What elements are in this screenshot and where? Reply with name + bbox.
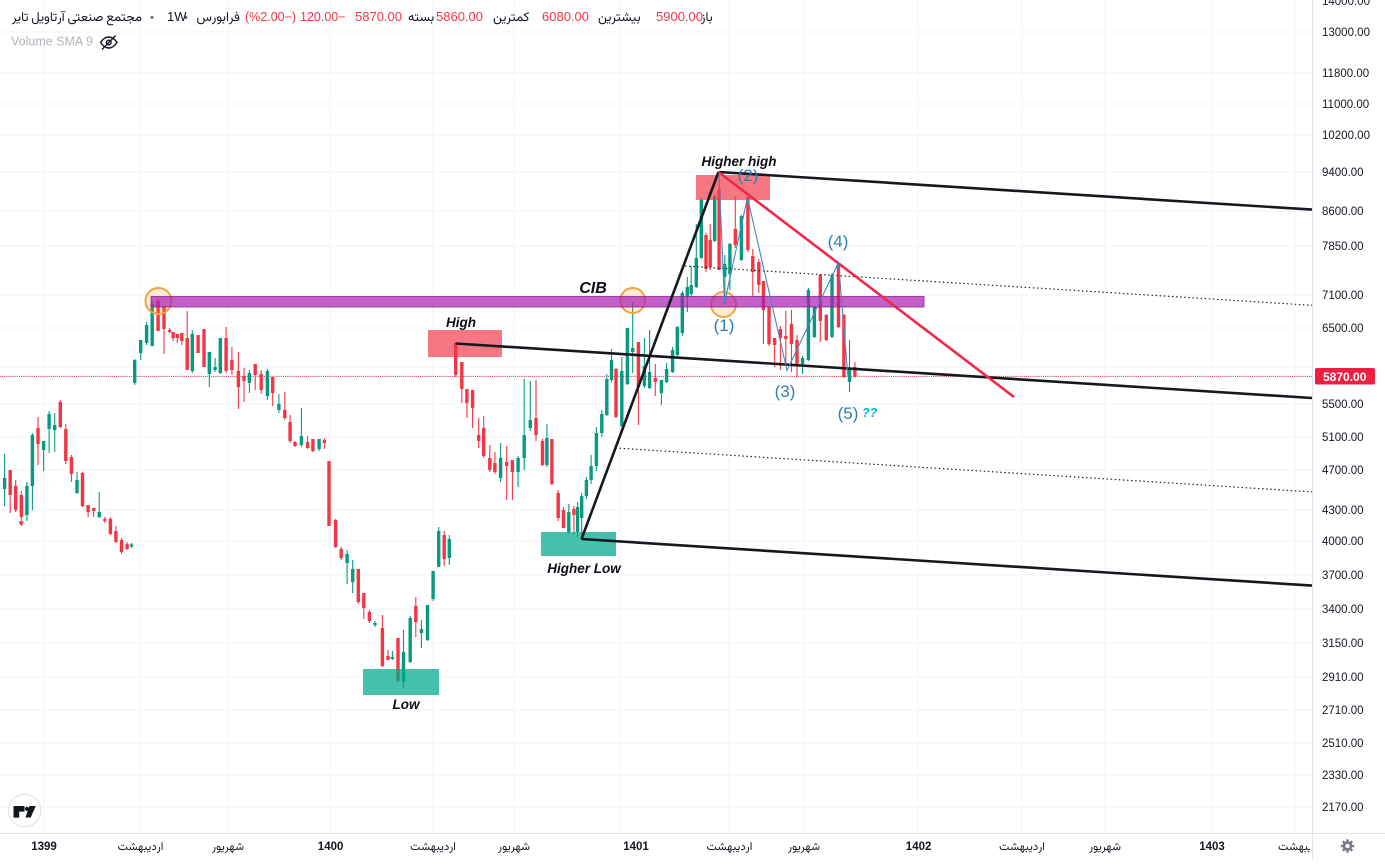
svg-text:2910.00: 2910.00 (1322, 672, 1364, 684)
svg-text:1403: 1403 (1199, 841, 1225, 853)
svg-text:2170.00: 2170.00 (1322, 802, 1364, 814)
svg-text:CIB: CIB (579, 280, 607, 297)
svg-text:Higher high: Higher high (702, 154, 777, 169)
svg-text:7100.00: 7100.00 (1322, 290, 1364, 302)
svg-text:5500.00: 5500.00 (1322, 399, 1364, 411)
svg-text:Low: Low (393, 697, 421, 712)
svg-text:1401: 1401 (623, 841, 649, 853)
svg-text:(4): (4) (828, 232, 849, 251)
svg-text:1W: 1W (167, 9, 187, 24)
svg-text:4300.00: 4300.00 (1322, 505, 1364, 517)
svg-text:3150.00: 3150.00 (1322, 638, 1364, 650)
svg-text:7850.00: 7850.00 (1322, 241, 1364, 253)
svg-text:11000.00: 11000.00 (1322, 99, 1369, 111)
svg-text:5100.00: 5100.00 (1322, 432, 1364, 444)
svg-text:8600.00: 8600.00 (1322, 206, 1364, 218)
svg-text:9400.00: 9400.00 (1322, 167, 1364, 179)
svg-text:5900.00: 5900.00 (656, 9, 703, 24)
svg-text:(5): (5) (838, 404, 859, 423)
svg-text:High: High (446, 315, 476, 330)
svg-text:5860.00: 5860.00 (436, 9, 483, 24)
svg-text:120.00−: 120.00− (300, 10, 346, 24)
svg-text:14000.00: 14000.00 (1322, 0, 1370, 8)
svg-text:5870.00: 5870.00 (355, 9, 402, 24)
svg-text:(3): (3) (775, 382, 796, 401)
svg-text:10200.00: 10200.00 (1322, 130, 1370, 142)
svg-text:(2): (2) (738, 166, 759, 185)
svg-text:13000.00: 13000.00 (1322, 27, 1370, 39)
svg-text:6080.00: 6080.00 (542, 9, 589, 24)
svg-text:Volume SMA 9: Volume SMA 9 (11, 35, 93, 49)
svg-text:4700.00: 4700.00 (1322, 465, 1364, 477)
svg-text:??: ?? (862, 406, 878, 420)
svg-text:Higher Low: Higher Low (547, 561, 622, 576)
svg-text:(%2.00−): (%2.00−) (245, 10, 296, 24)
svg-text:1400: 1400 (318, 841, 344, 853)
svg-text:4000.00: 4000.00 (1322, 536, 1364, 548)
svg-text:3400.00: 3400.00 (1322, 604, 1364, 616)
svg-text:3700.00: 3700.00 (1322, 570, 1364, 582)
svg-text:2330.00: 2330.00 (1322, 770, 1364, 782)
svg-text:5870.00: 5870.00 (1323, 370, 1367, 384)
svg-text:1399: 1399 (31, 841, 57, 853)
svg-text:6500.00: 6500.00 (1322, 323, 1364, 335)
svg-text:1402: 1402 (906, 841, 932, 853)
svg-text:2710.00: 2710.00 (1322, 705, 1364, 717)
svg-text:(1): (1) (714, 316, 735, 335)
svg-text:11800.00: 11800.00 (1322, 68, 1369, 80)
svg-text:2510.00: 2510.00 (1322, 738, 1364, 750)
